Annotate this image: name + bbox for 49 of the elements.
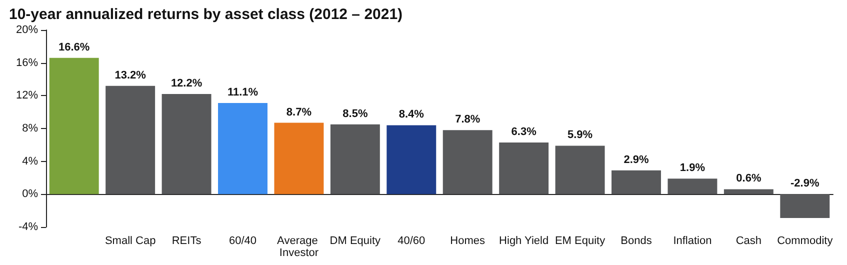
- x-tick-label: EM Equity: [554, 235, 606, 247]
- data-label: 7.8%: [455, 114, 480, 126]
- y-tick-label: 4%: [22, 155, 38, 168]
- data-label: 12.2%: [170, 78, 202, 90]
- x-tick-label: REITs: [172, 235, 202, 247]
- y-tick-label: 0%: [22, 188, 38, 200]
- x-tick-label: High Yield: [499, 235, 549, 247]
- bar: [724, 189, 774, 194]
- data-label: 8.7%: [286, 106, 312, 118]
- chart-title: 10-year annualized returns by asset class (2012 – 2021): [9, 6, 403, 23]
- bar: [442, 130, 492, 194]
- y-tick-label: 16%: [16, 56, 38, 69]
- x-tick-label: Bonds: [620, 235, 652, 247]
- x-tick-label: Small Cap: [104, 235, 156, 247]
- x-tick-label: Average Investor: [277, 235, 321, 259]
- data-label: 8.4%: [398, 108, 424, 121]
- data-label: 11.1%: [227, 86, 258, 99]
- x-tick-label: Inflation: [673, 235, 712, 247]
- bar: [274, 122, 324, 194]
- bar: [555, 146, 605, 194]
- bar: [106, 86, 156, 194]
- bar: [386, 125, 436, 194]
- bar: [162, 94, 212, 194]
- data-label: 6.3%: [511, 126, 537, 138]
- data-label: 16.6%: [58, 41, 90, 54]
- x-tick-label: 40/60: [398, 235, 426, 247]
- bar: [49, 58, 99, 194]
- bar: [330, 124, 380, 194]
- data-label: 8.5%: [342, 108, 368, 120]
- data-label: 2.9%: [624, 154, 649, 166]
- data-label: 1.9%: [680, 162, 706, 174]
- y-tick-label: 20%: [16, 24, 38, 36]
- y-tick-label: 12%: [16, 90, 38, 102]
- x-tick-label: Commodity: [777, 235, 834, 247]
- data-label: 0.6%: [736, 172, 762, 185]
- y-tick-label: -4%: [18, 221, 38, 233]
- bar: [612, 170, 661, 194]
- data-label: -2.9%: [790, 178, 820, 190]
- data-label: 5.9%: [567, 129, 593, 142]
- x-tick-label: DM Equity: [330, 235, 382, 247]
- bar: [780, 194, 830, 218]
- x-tick-label: Cash: [736, 235, 762, 247]
- x-tick-label: Homes: [450, 235, 486, 247]
- x-tick-label: 60/40: [228, 235, 257, 247]
- bar: [668, 178, 718, 194]
- y-tick-label: 8%: [22, 122, 38, 134]
- bar: [218, 103, 268, 194]
- bar: [499, 142, 549, 194]
- data-label: 13.2%: [114, 69, 146, 82]
